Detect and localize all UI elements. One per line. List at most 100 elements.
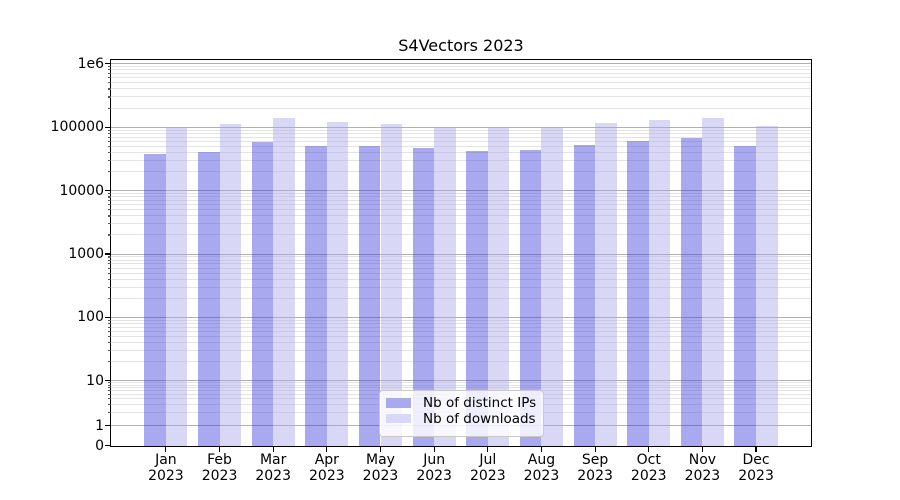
- y-minor-tick-mark: [107, 342, 111, 344]
- legend: Nb of distinct IPs Nb of downloads: [379, 390, 544, 437]
- gridline-minor: [111, 209, 811, 211]
- gridline-minor: [111, 107, 811, 109]
- x-tick-month: Jul: [479, 452, 497, 468]
- y-minor-tick-mark: [107, 267, 111, 269]
- x-tick-year: 2023: [255, 467, 291, 484]
- gridline-minor: [111, 200, 811, 201]
- gridline-minor: [111, 96, 811, 98]
- x-tick-month: Sep: [581, 452, 609, 468]
- bar-distinct-ips: [680, 137, 703, 446]
- y-minor-tick-mark: [107, 403, 111, 405]
- y-tick-label: 0: [95, 437, 104, 454]
- y-minor-tick-mark: [107, 390, 111, 392]
- x-tick-month: May: [366, 452, 395, 468]
- bar-downloads: [326, 121, 349, 446]
- gridline-minor: [111, 330, 811, 332]
- gridline-minor: [111, 82, 811, 84]
- gridline-major: [111, 253, 811, 255]
- gridline-minor: [111, 65, 811, 67]
- y-minor-tick-mark: [107, 132, 111, 135]
- bar-downloads: [273, 118, 295, 446]
- gridline-minor: [111, 193, 811, 195]
- gridline-minor: [111, 326, 811, 328]
- y-minor-tick-mark: [107, 393, 111, 395]
- y-minor-tick-mark: [107, 107, 111, 109]
- y-minor-tick-mark: [107, 82, 111, 84]
- y-minor-tick-mark: [107, 69, 111, 71]
- legend-label-distinct-ips: Nb of distinct IPs: [423, 394, 537, 411]
- bar-distinct-ips: [627, 140, 649, 446]
- gridline-minor: [111, 196, 811, 198]
- legend-swatch-distinct-ips: [386, 398, 411, 408]
- chart-title: S4Vectors 2023: [398, 36, 524, 55]
- legend-label-downloads: Nb of downloads: [423, 410, 536, 427]
- y-minor-tick-mark: [107, 330, 111, 333]
- y-minor-tick-mark: [107, 297, 111, 299]
- y-tick-mark: [105, 62, 111, 65]
- y-minor-tick-mark: [107, 159, 111, 162]
- x-tick-month: Jan: [155, 452, 177, 468]
- x-tick-label: Oct 2023: [619, 452, 679, 484]
- gridline-minor: [111, 259, 811, 261]
- x-tick-month: Oct: [636, 452, 661, 468]
- y-minor-tick-mark: [107, 398, 111, 400]
- x-tick-year: 2023: [201, 467, 238, 484]
- y-minor-tick-mark: [107, 209, 111, 211]
- y-minor-tick-mark: [107, 152, 111, 154]
- x-tick-label: Jun 2023: [404, 452, 464, 484]
- gridline-minor: [111, 171, 811, 173]
- bar-downloads: [380, 123, 403, 446]
- y-tick-label: 10: [86, 372, 104, 389]
- x-tick-label: Aug 2023: [511, 452, 571, 484]
- y-tick-mark: [105, 444, 111, 447]
- x-tick-year: 2023: [469, 467, 506, 484]
- x-tick-year: 2023: [309, 467, 345, 484]
- gridline-minor: [111, 215, 811, 217]
- x-tick-label: Feb 2023: [190, 452, 250, 484]
- gridline-minor: [111, 263, 811, 265]
- gridline-minor: [111, 223, 811, 225]
- gridline-minor: [111, 140, 811, 142]
- gridline-minor: [111, 278, 811, 280]
- x-tick-year: 2023: [738, 467, 774, 484]
- y-minor-tick-mark: [107, 234, 111, 236]
- bar-distinct-ips: [466, 150, 488, 446]
- x-tick-label: Sep 2023: [565, 452, 625, 484]
- gridline-minor: [111, 272, 811, 274]
- x-tick-month: Nov: [688, 452, 717, 468]
- bar-downloads: [219, 124, 242, 446]
- y-minor-tick-mark: [107, 65, 111, 68]
- bar-downloads: [541, 127, 564, 446]
- gridline-minor: [111, 342, 811, 344]
- y-minor-tick-mark: [107, 72, 111, 75]
- y-tick-label: 1000: [68, 246, 104, 262]
- y-minor-tick-mark: [107, 129, 111, 131]
- x-tick-year: 2023: [362, 467, 399, 484]
- gridline-minor: [111, 234, 811, 236]
- gridline-minor: [111, 335, 811, 337]
- gridline-minor: [111, 286, 811, 288]
- gridline-major: [111, 190, 811, 192]
- y-minor-tick-mark: [107, 140, 111, 143]
- y-minor-tick-mark: [107, 215, 111, 217]
- gridline-minor: [111, 382, 811, 384]
- gridline-minor: [111, 361, 811, 363]
- x-tick-year: 2023: [630, 467, 667, 484]
- bar-downloads: [702, 117, 724, 446]
- x-tick-year: 2023: [577, 467, 613, 484]
- gridline-minor: [111, 349, 811, 351]
- y-minor-tick-mark: [107, 171, 111, 173]
- y-tick-mark: [105, 126, 111, 128]
- y-minor-tick-mark: [107, 411, 111, 413]
- gridline-minor: [111, 88, 811, 90]
- x-tick-mark: [326, 446, 328, 452]
- x-tick-month: Jun: [423, 452, 446, 468]
- x-tick-label: Nov 2023: [672, 452, 732, 484]
- x-tick-mark: [165, 446, 167, 452]
- gridline-minor: [111, 159, 811, 161]
- y-tick-label: 1: [95, 417, 104, 434]
- x-tick-month: Apr: [314, 452, 339, 468]
- x-tick-mark: [218, 446, 221, 452]
- bar-distinct-ips: [412, 148, 435, 446]
